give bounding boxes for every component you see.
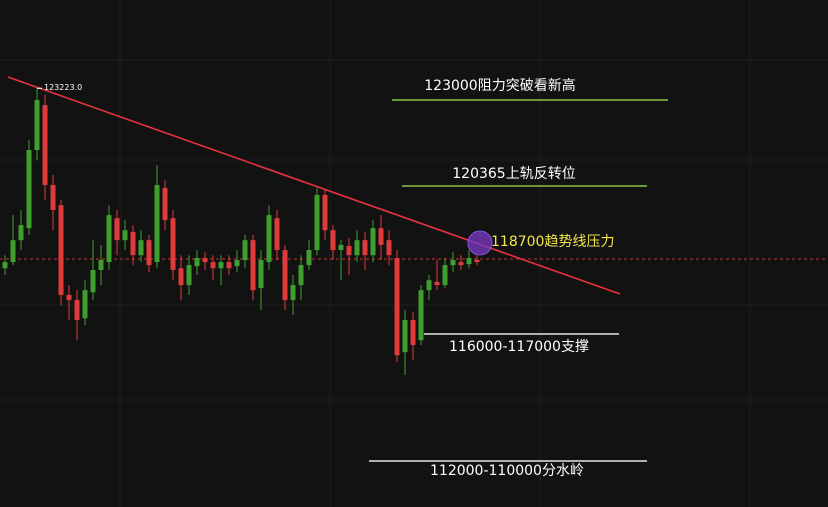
level-label: 116000-117000支撑	[449, 339, 589, 355]
candle-body	[442, 265, 448, 286]
candle-body	[146, 240, 152, 266]
candle-body	[474, 260, 480, 263]
candle-body	[154, 184, 160, 263]
candle-body	[58, 205, 64, 295]
candle-body	[90, 269, 96, 293]
candle-body	[234, 260, 240, 267]
candle-body	[162, 188, 168, 220]
candle-body	[410, 319, 416, 345]
candle-body	[314, 194, 320, 251]
candle-body	[466, 257, 472, 265]
candle-body	[82, 290, 88, 319]
candle-body	[242, 240, 248, 261]
candle-body	[186, 265, 192, 286]
candle-body	[306, 250, 312, 266]
candle-body	[330, 230, 336, 251]
candle-body	[106, 215, 112, 263]
level-label: 118700趋势线压力	[491, 234, 614, 250]
candle-body	[394, 257, 400, 356]
candle-body	[426, 280, 432, 291]
candle-body	[98, 260, 104, 270]
candle-body	[298, 265, 304, 286]
level-label: 123000阻力突破看新高	[424, 77, 575, 94]
candle-body	[194, 257, 200, 267]
candle-body	[66, 294, 72, 301]
candle-body	[114, 218, 120, 241]
annotations: 123000阻力突破看新高 120365上轨反转位 118700趋势线压力 11600…	[369, 77, 668, 479]
trend-touch-marker	[467, 230, 493, 256]
candle-body	[458, 262, 464, 266]
candle-body	[266, 215, 272, 263]
candle-body	[130, 231, 136, 256]
candle-body	[378, 228, 384, 245]
candle-body	[346, 245, 352, 256]
candle-body	[10, 240, 16, 263]
candle-body	[50, 184, 56, 210]
candle-body	[418, 290, 424, 341]
candle-body	[18, 225, 24, 241]
candles	[2, 88, 480, 376]
candle-body	[210, 262, 216, 269]
candle-body	[250, 240, 256, 291]
candle-body	[282, 250, 288, 301]
trend-line	[7, 76, 621, 295]
peak-label: 123223.0	[44, 83, 82, 92]
candle-body	[290, 285, 296, 301]
candle-body	[362, 240, 368, 256]
level-label: 120365上轨反转位	[452, 166, 575, 182]
candle-body	[434, 281, 440, 286]
candle-body	[2, 262, 8, 269]
candle-body	[34, 100, 40, 151]
candle-body	[322, 194, 328, 231]
candle-body	[26, 150, 32, 229]
candle-body	[122, 230, 128, 241]
candle-body	[450, 260, 456, 266]
candle-body	[202, 257, 208, 263]
candle-body	[74, 300, 80, 320]
candle-body	[338, 244, 344, 251]
level-label: 112000-110000分水岭	[430, 463, 584, 479]
candle-body	[170, 218, 176, 270]
candle-body	[274, 218, 280, 251]
candle-body	[178, 268, 184, 286]
candle-body	[258, 260, 264, 289]
candle-body	[138, 240, 144, 256]
candle-body	[402, 319, 408, 353]
candle-body	[386, 240, 392, 256]
candle-body	[218, 262, 224, 269]
candle-body	[42, 105, 48, 185]
candle-body	[226, 262, 232, 269]
candle-body	[370, 228, 376, 256]
candle-body	[354, 240, 360, 256]
